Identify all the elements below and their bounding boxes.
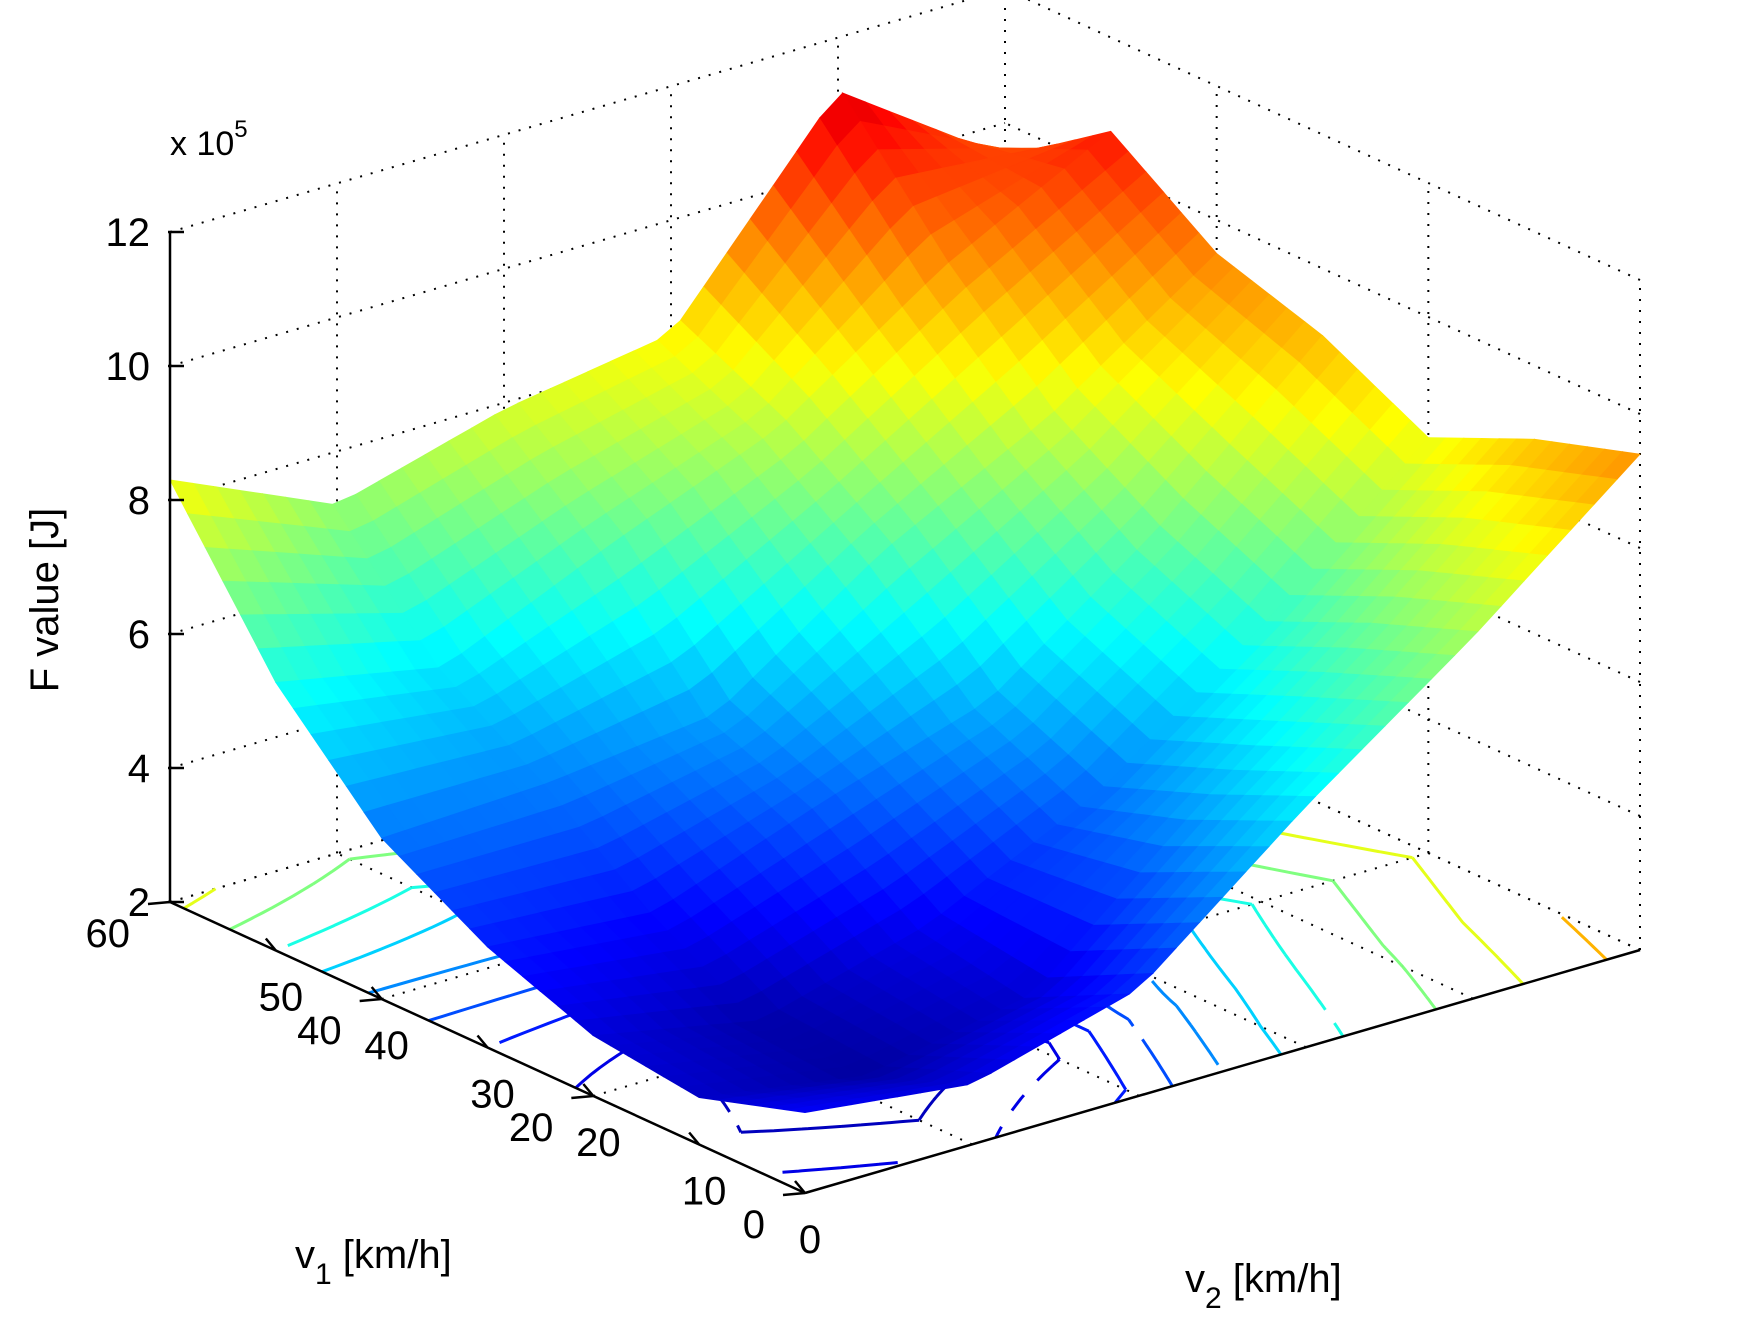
v2-tick-label: 10 — [682, 1170, 727, 1214]
v1-tick-label: 20 — [509, 1106, 554, 1150]
surface-mesh — [169, 92, 1641, 1114]
v1-tick — [147, 900, 171, 906]
v1-tick — [571, 1094, 594, 1100]
surface-patch — [787, 1105, 829, 1114]
z-scale-label: x 105 — [170, 116, 248, 163]
back-wall-grid-z — [169, 0, 971, 233]
v1-tick-label: 60 — [86, 912, 131, 956]
z-tick-label: 4 — [128, 747, 150, 791]
back-wall-grid-z — [169, 256, 1006, 501]
v2-tick-label: 20 — [576, 1121, 621, 1165]
v1-tick — [782, 1191, 806, 1197]
v2-axis-line — [804, 948, 1641, 1195]
v2-tick — [794, 1180, 806, 1194]
v2-tick-label: 50 — [259, 976, 304, 1020]
v2-tick-label: 0 — [799, 1218, 821, 1262]
back-wall-grid-z — [169, 122, 1006, 367]
z-tick-label: 10 — [106, 345, 151, 389]
v2-axis-label: v2 [km/h] — [1185, 1257, 1342, 1315]
v1-tick — [359, 997, 382, 1003]
z-tick-label: 2 — [128, 881, 150, 925]
z-axis-label: F value [J] — [23, 508, 67, 693]
v1-tick-label: 0 — [743, 1203, 765, 1247]
v2-tick — [582, 1083, 595, 1097]
v2-tick — [476, 1034, 489, 1049]
z-tick-label: 8 — [128, 479, 150, 523]
v2-tick — [370, 986, 383, 1000]
v2-tick-label: 40 — [364, 1024, 409, 1068]
back-wall-grid-z — [169, 658, 1006, 903]
z-tick-label: 6 — [128, 613, 150, 657]
z-tick-label: 12 — [106, 211, 151, 255]
v1-axis-label: v1 [km/h] — [295, 1233, 452, 1291]
v2-tick — [264, 937, 277, 952]
v2-tick-label: 30 — [470, 1073, 515, 1117]
v1-tick-label: 40 — [297, 1009, 342, 1053]
axes — [147, 230, 1641, 1197]
v2-tick — [688, 1131, 701, 1146]
